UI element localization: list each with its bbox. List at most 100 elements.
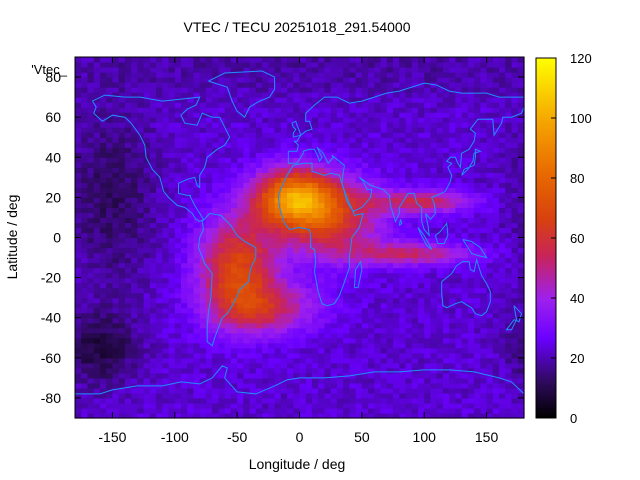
heatmap-cell: [361, 137, 369, 143]
heatmap-cell: [124, 287, 132, 294]
heatmap-cell: [455, 267, 463, 274]
heatmap-cell: [349, 212, 357, 219]
heatmap-cell: [293, 337, 301, 344]
heatmap-cell: [156, 332, 163, 339]
heatmap-cell: [293, 102, 301, 108]
heatmap-cell: [124, 207, 132, 214]
heatmap-cell: [386, 92, 394, 98]
heatmap-cell: [87, 312, 95, 319]
heatmap-cell: [324, 187, 332, 193]
heatmap-cell: [318, 217, 326, 224]
heatmap-cell: [193, 157, 201, 163]
heatmap-cell: [99, 212, 107, 219]
heatmap-cell: [411, 362, 419, 369]
heatmap-cell: [349, 117, 357, 123]
heatmap-cell: [405, 172, 413, 178]
heatmap-cell: [305, 262, 313, 269]
heatmap-cell: [274, 322, 282, 329]
heatmap-cell: [106, 187, 114, 193]
heatmap-cell: [168, 387, 176, 394]
heatmap-cell: [436, 362, 444, 369]
heatmap-cell: [455, 152, 463, 158]
heatmap-cell: [442, 297, 450, 304]
heatmap-cell: [237, 257, 244, 264]
heatmap-cell: [461, 177, 469, 183]
heatmap-cell: [386, 342, 394, 349]
heatmap-cell: [480, 157, 488, 163]
heatmap-cell: [311, 242, 319, 249]
heatmap-cell: [318, 247, 326, 254]
heatmap-cell: [212, 232, 220, 239]
heatmap-cell: [168, 92, 176, 98]
heatmap-cell: [324, 397, 332, 404]
heatmap-cell: [374, 347, 382, 354]
heatmap-cell: [75, 192, 82, 198]
heatmap-cell: [149, 352, 157, 359]
heatmap-cell: [149, 272, 157, 279]
heatmap-cell: [399, 277, 407, 284]
heatmap-cell: [393, 317, 400, 324]
heatmap-cell: [230, 372, 238, 379]
heatmap-cell: [75, 317, 82, 324]
heatmap-cell: [149, 217, 157, 224]
heatmap-cell: [355, 392, 363, 399]
heatmap-cell: [106, 197, 114, 203]
heatmap-cell: [343, 167, 350, 173]
heatmap-cell: [218, 377, 226, 384]
heatmap-cell: [442, 217, 450, 224]
heatmap-cell: [355, 117, 363, 123]
heatmap-cell: [318, 57, 326, 63]
heatmap-cell: [449, 287, 457, 294]
heatmap-cell: [106, 132, 114, 138]
heatmap-cell: [274, 77, 282, 83]
heatmap-cell: [249, 372, 257, 379]
heatmap-cell: [255, 372, 263, 379]
heatmap-cell: [162, 172, 170, 178]
heatmap-cell: [311, 327, 319, 334]
heatmap-cell: [230, 57, 238, 63]
heatmap-cell: [349, 397, 357, 404]
heatmap-cell: [249, 132, 257, 138]
heatmap-cell: [492, 247, 500, 254]
heatmap-cell: [380, 207, 388, 214]
heatmap-cell: [386, 157, 394, 163]
heatmap-cell: [461, 137, 469, 143]
heatmap-cell: [143, 377, 151, 384]
heatmap-cell: [386, 242, 394, 249]
heatmap-cell: [143, 352, 151, 359]
heatmap-cell: [118, 137, 126, 143]
heatmap-cell: [399, 312, 407, 319]
heatmap-cell: [287, 267, 294, 274]
heatmap-cell: [243, 177, 251, 183]
heatmap-cell: [499, 307, 506, 314]
heatmap-cell: [499, 342, 506, 349]
heatmap-cell: [205, 402, 213, 409]
heatmap-cell: [193, 282, 201, 289]
heatmap-cell: [218, 67, 226, 73]
heatmap-cell: [361, 162, 369, 168]
heatmap-cell: [143, 87, 151, 93]
heatmap-cell: [461, 187, 469, 193]
heatmap-cell: [112, 292, 120, 299]
heatmap-cell: [424, 247, 432, 254]
heatmap-cell: [162, 222, 170, 229]
heatmap-cell: [318, 302, 326, 309]
heatmap-cell: [99, 282, 107, 289]
heatmap-cell: [112, 367, 120, 374]
heatmap-cell: [93, 232, 101, 239]
heatmap-cell: [193, 367, 201, 374]
heatmap-cell: [193, 322, 201, 329]
heatmap-cell: [430, 167, 438, 173]
heatmap-cell: [237, 77, 244, 83]
heatmap-cell: [368, 407, 375, 414]
heatmap-cell: [324, 202, 332, 209]
heatmap-cell: [474, 57, 481, 63]
heatmap-cell: [492, 97, 500, 103]
heatmap-cell: [505, 402, 513, 409]
heatmap-cell: [143, 302, 151, 309]
heatmap-cell: [411, 232, 419, 239]
heatmap-cell: [374, 187, 382, 193]
heatmap-cell: [224, 97, 232, 103]
heatmap-cell: [137, 397, 145, 404]
heatmap-cell: [318, 387, 326, 394]
